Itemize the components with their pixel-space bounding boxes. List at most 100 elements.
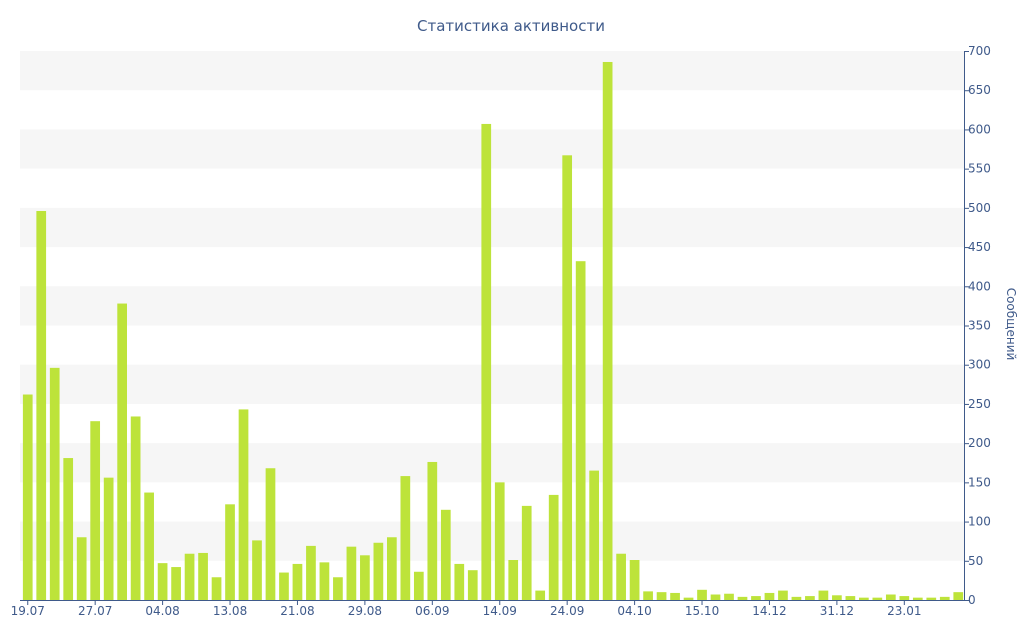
x-tick-label: 21.08 — [280, 604, 314, 618]
bar — [521, 505, 532, 600]
bar — [63, 458, 74, 600]
x-tick-label: 13.08 — [213, 604, 247, 618]
bar — [562, 155, 573, 600]
bar — [387, 537, 397, 600]
bar — [467, 570, 478, 600]
bar — [319, 562, 330, 600]
x-tick-label: 14.12 — [752, 604, 786, 618]
bar — [724, 593, 734, 600]
y-tick-label: 650 — [968, 83, 991, 97]
bar — [184, 553, 195, 600]
bar — [117, 303, 127, 600]
y-tick-label: 400 — [968, 279, 991, 293]
y-ticks: 0 50 100 150 200 250 300 350 400 450 500 550 600 650 7… — [964, 44, 991, 607]
bar — [306, 545, 316, 600]
bar — [710, 594, 721, 600]
bar — [333, 577, 343, 600]
bar — [76, 537, 87, 600]
y-tick-label: 700 — [968, 44, 991, 58]
bar — [751, 596, 761, 600]
bar — [440, 509, 451, 600]
bar — [602, 61, 613, 601]
bar — [589, 470, 599, 600]
bar — [252, 540, 262, 600]
bar — [238, 409, 249, 600]
y-tick-label: 0 — [968, 593, 976, 607]
x-tick-label: 27.07 — [78, 604, 112, 618]
x-tick-label: 19.07 — [11, 604, 45, 618]
bar — [629, 560, 640, 600]
y-tick-label: 500 — [968, 201, 991, 215]
bar — [683, 597, 694, 600]
bar — [373, 542, 384, 600]
bar — [413, 571, 424, 600]
bar — [899, 596, 910, 600]
bar — [656, 592, 667, 600]
bar — [697, 589, 707, 600]
bar — [859, 597, 869, 600]
x-tick-label: 15.10 — [685, 604, 719, 618]
x-tick-label: 29.08 — [348, 604, 382, 618]
y-tick-label: 450 — [968, 240, 991, 254]
bar — [926, 597, 937, 600]
y-tick-label: 200 — [968, 436, 991, 450]
chart-title: Статистика активности — [417, 17, 605, 35]
bar — [103, 477, 114, 600]
bar — [508, 560, 519, 600]
bar — [818, 590, 829, 600]
bar — [265, 468, 276, 600]
y-tick-label: 100 — [968, 515, 991, 529]
bar — [211, 577, 222, 600]
bar — [939, 596, 950, 600]
x-tick-label: 04.10 — [617, 604, 651, 618]
y-tick-label: 150 — [968, 475, 991, 489]
bars — [22, 61, 964, 601]
bar — [481, 123, 492, 600]
bar — [764, 592, 775, 600]
bar — [144, 492, 154, 600]
bar — [778, 590, 788, 600]
bar — [360, 555, 370, 600]
bar — [805, 596, 815, 600]
y-tick-label: 50 — [968, 554, 983, 568]
bar — [953, 592, 964, 600]
x-tick-label: 04.08 — [145, 604, 179, 618]
bar — [22, 394, 33, 600]
y-tick-label: 550 — [968, 162, 991, 176]
grid-band — [20, 364, 964, 404]
bar — [225, 504, 235, 600]
bar — [872, 597, 883, 600]
y-tick-label: 300 — [968, 358, 991, 372]
bar — [845, 596, 856, 600]
bar — [346, 546, 357, 600]
y-tick-label: 350 — [968, 319, 991, 333]
bar — [885, 594, 896, 600]
bar — [90, 421, 101, 600]
bar — [832, 595, 842, 600]
bar — [643, 591, 653, 600]
bar — [427, 461, 438, 600]
grid-band — [20, 443, 964, 483]
bar — [171, 567, 181, 600]
bar — [400, 476, 411, 600]
bar — [575, 261, 586, 600]
bar — [670, 592, 680, 600]
bar — [157, 563, 168, 600]
x-tick-label: 14.09 — [483, 604, 517, 618]
bar — [494, 482, 505, 600]
bar — [912, 597, 923, 600]
x-tick-label: 24.09 — [550, 604, 584, 618]
grid-band — [20, 286, 964, 326]
y-tick-label: 600 — [968, 122, 991, 136]
bar — [130, 416, 141, 600]
y-tick-label: 250 — [968, 397, 991, 411]
x-ticks: 19.07 27.07 04.08 13.08 21.08 29.08 06.09 14.09… — [11, 600, 921, 618]
bar — [535, 590, 546, 600]
grid-band — [20, 207, 964, 248]
bar — [454, 563, 465, 600]
bar — [791, 596, 802, 600]
bar — [616, 553, 626, 600]
x-tick-label: 06.09 — [415, 604, 449, 618]
